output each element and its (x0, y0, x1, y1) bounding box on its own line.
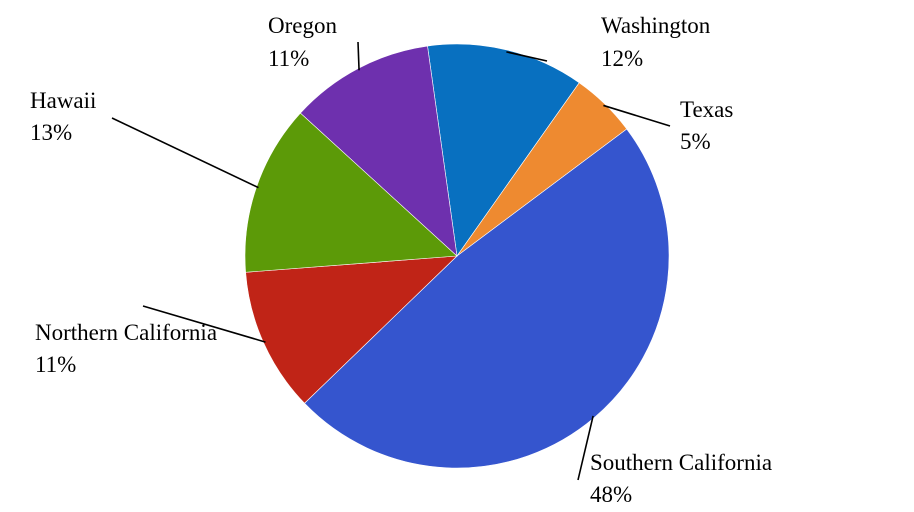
label-pct-washington: 12% (601, 46, 643, 71)
label-name-oregon: Oregon (268, 13, 337, 38)
slice-label-washington: Washington 12% (601, 13, 711, 71)
label-name-texas: Texas (680, 97, 733, 122)
pie-slice-southern-california (304, 128, 670, 469)
label-pct-northern-california: 11% (35, 352, 76, 377)
slice-label-oregon: Oregon 11% (268, 13, 337, 71)
pie-slice-oregon (300, 45, 458, 257)
leader-line-hawaii (111, 117, 259, 189)
leader-line-southern-california (577, 415, 594, 481)
label-name-northern-california: Northern California (35, 320, 217, 345)
slice-label-texas: Texas 5% (680, 97, 733, 154)
leader-line-washington (506, 51, 548, 62)
label-pct-southern-california: 48% (590, 482, 632, 507)
pie-slices (244, 43, 670, 469)
label-pct-oregon: 11% (268, 46, 309, 71)
slice-label-southern-california: Southern California 48% (590, 450, 772, 507)
label-pct-texas: 5% (680, 129, 711, 154)
label-leader-lines (111, 41, 671, 481)
leader-line-northern-california (142, 305, 266, 343)
slice-label-hawaii: Hawaii 13% (30, 88, 96, 145)
leader-line-oregon (357, 41, 360, 71)
label-name-washington: Washington (601, 13, 711, 38)
pie-slice-northern-california (245, 255, 458, 404)
label-name-southern-california: Southern California (590, 450, 772, 475)
label-pct-hawaii: 13% (30, 120, 72, 145)
leader-line-texas (603, 104, 671, 127)
slice-label-northern-california: Northern California 11% (35, 320, 217, 377)
pie-slice-washington (427, 43, 580, 257)
label-name-hawaii: Hawaii (30, 88, 96, 113)
